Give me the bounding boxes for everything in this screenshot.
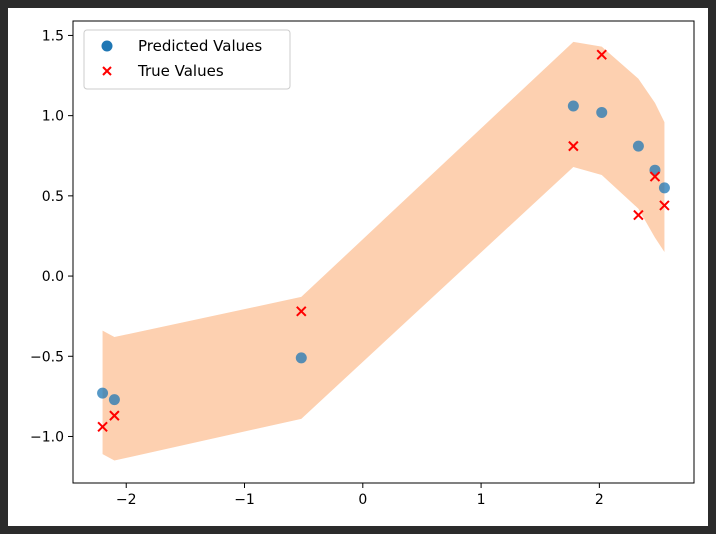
y-tick-label: −1.0: [30, 429, 64, 445]
y-tick-label: 0.5: [42, 189, 64, 205]
x-tick-label: 1: [477, 492, 486, 508]
y-tick-label: 1.0: [42, 109, 64, 125]
confidence-band: [102, 41, 665, 461]
points-layer: [97, 49, 670, 433]
predicted-point: [295, 352, 307, 364]
x-tick-label: −1: [234, 492, 255, 508]
axis-ticks-layer: −2 −1 0 1 2 −1.0 −0.5 0.0 0.5 1.0 1.5: [30, 28, 604, 508]
chart-figure: −2 −1 0 1 2 −1.0 −0.5 0.0 0.5 1.0 1.5 Predicted Va…: [8, 8, 708, 526]
predicted-point: [97, 387, 109, 399]
legend-box: [83, 29, 291, 90]
x-tick-label: 2: [595, 492, 604, 508]
true-point: [568, 140, 579, 152]
predicted-point: [596, 106, 608, 118]
x-tick-label: −2: [116, 492, 137, 508]
legend-label-predicted: Predicted Values: [138, 37, 262, 55]
legend-marker-predicted: [101, 40, 113, 52]
true-point: [109, 410, 120, 421]
true-point: [659, 200, 670, 211]
predicted-point: [658, 182, 670, 194]
y-tick-label: 1.5: [42, 28, 64, 44]
true-point: [633, 209, 644, 221]
true-point: [596, 49, 607, 60]
confidence-band-layer: [102, 41, 665, 461]
true-point: [296, 306, 307, 317]
predicted-point: [632, 140, 644, 152]
true-point: [649, 171, 661, 182]
y-tick-label: 0.0: [42, 269, 64, 285]
y-tick-label: −0.5: [30, 349, 64, 365]
legend: Predicted Values True Values: [83, 29, 291, 90]
legend-label-true: True Values: [137, 62, 224, 80]
plot-area-frame: [72, 20, 695, 484]
predicted-point: [108, 394, 120, 406]
legend-marker-true: [102, 66, 112, 76]
chart-svg: −2 −1 0 1 2 −1.0 −0.5 0.0 0.5 1.0 1.5 Predicted Va…: [30, 20, 695, 508]
true-point: [97, 421, 108, 433]
x-tick-label: 0: [358, 492, 367, 508]
predicted-point: [567, 100, 579, 112]
